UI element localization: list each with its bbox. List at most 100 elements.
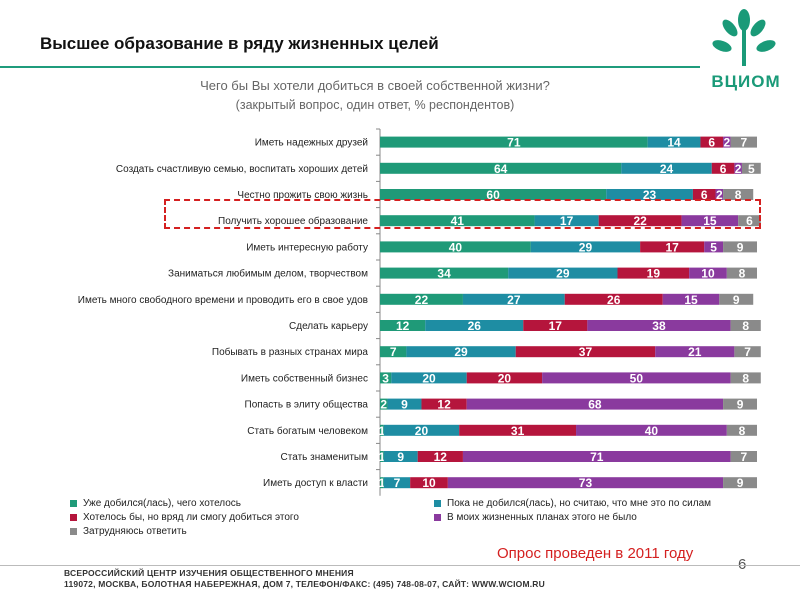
bar-segment [692, 189, 716, 200]
data-label: 17 [560, 214, 574, 228]
category-label: Иметь много свободного времени и проводи… [78, 294, 368, 306]
category-label: Иметь надежных друзей [255, 138, 368, 149]
data-label: 38 [652, 319, 666, 333]
category-label: Стать знаменитым [281, 452, 369, 463]
data-label: 8 [739, 267, 746, 281]
bar-segment [380, 136, 648, 148]
bar-segment [406, 346, 516, 358]
bar-segment [647, 136, 701, 148]
bar-segment [383, 451, 418, 462]
data-label: 40 [449, 240, 463, 254]
bar-segment [459, 424, 577, 436]
bar-segment [380, 241, 531, 253]
bar-segment [534, 215, 599, 227]
category-label: Честно прожить свою жизнь [237, 190, 368, 201]
bar-segment [380, 372, 392, 384]
data-label: 2 [723, 136, 730, 150]
legend-swatch [70, 513, 77, 521]
slide-number: 6 [738, 556, 746, 573]
bar-segment [734, 162, 742, 174]
bar-segment [515, 346, 656, 358]
bar-segment [655, 346, 735, 358]
bar-segment [723, 189, 754, 200]
data-label: 12 [437, 398, 451, 412]
bar-segment [410, 477, 448, 489]
bar-segment [719, 293, 754, 305]
data-label: 27 [507, 293, 521, 307]
data-label: 22 [415, 293, 429, 307]
data-label: 20 [415, 424, 429, 438]
bar-segment [730, 372, 761, 384]
legend-swatch [434, 513, 441, 521]
bar-segment [523, 320, 588, 331]
bar-segment [447, 477, 724, 489]
category-label: Попасть в элиту общества [245, 399, 369, 411]
bar-segment [417, 451, 463, 462]
data-label: 7 [394, 476, 401, 490]
bar-segment [380, 477, 384, 489]
data-label: 1 [379, 450, 386, 464]
bar-segment [689, 267, 727, 279]
legend-item: Хотелось бы, но вряд ли смогу добиться э… [70, 512, 299, 523]
data-label: 3 [382, 371, 389, 385]
legend-item: Уже добился(лась), чего хотелось [70, 498, 241, 509]
bar-segment [380, 162, 622, 174]
data-label: 2 [735, 162, 742, 176]
bar-segment [466, 372, 543, 384]
data-label: 34 [437, 267, 451, 281]
data-label: 8 [742, 371, 749, 385]
legend-item: Затрудняюсь ответить [70, 526, 187, 537]
chart-legend: Уже добился(лась), чего хотелось Пока не … [70, 498, 770, 546]
data-label: 9 [733, 293, 740, 307]
bar-segment [380, 398, 388, 410]
title-divider [0, 66, 700, 68]
bar-segment [380, 267, 509, 279]
data-label: 29 [579, 240, 593, 254]
bar-segment [508, 267, 618, 279]
data-label: 68 [588, 398, 602, 412]
bar-segment [621, 162, 712, 174]
slide-title: Высшее образование в ряду жизненных целе… [40, 34, 439, 53]
data-label: 60 [486, 188, 500, 202]
bar-segment [738, 215, 761, 227]
bar-segment [730, 451, 757, 462]
data-label: 15 [684, 293, 698, 307]
bar-segment [598, 215, 682, 227]
data-label: 29 [556, 267, 570, 281]
bar-segment [391, 372, 467, 384]
data-label: 73 [579, 476, 593, 490]
data-label: 23 [643, 188, 657, 202]
category-label: Иметь интересную работу [246, 241, 368, 253]
bar-segment [380, 451, 384, 462]
data-label: 29 [454, 345, 468, 359]
bar-segment [711, 162, 735, 174]
data-label: 19 [647, 267, 661, 281]
data-label: 2 [716, 188, 723, 202]
bar-segment [530, 241, 641, 253]
data-label: 6 [701, 188, 708, 202]
bar-segment [380, 346, 407, 358]
data-label: 64 [494, 162, 508, 176]
footer-divider [0, 565, 800, 566]
bar-segment [730, 136, 757, 148]
data-label: 12 [396, 319, 410, 333]
bar-segment [380, 424, 384, 436]
bar-segment [723, 136, 731, 148]
bar-segment [617, 267, 690, 279]
vciom-logo [712, 9, 776, 66]
category-label: Иметь доступ к власти [263, 478, 368, 489]
legend-label: Пока не добился(лась), но считаю, что мн… [447, 498, 712, 509]
data-label: 7 [390, 345, 397, 359]
bar-segment [380, 215, 535, 227]
data-label: 9 [401, 398, 408, 412]
footer-contacts: 119072, МОСКВА, БОЛОТНАЯ НАБЕРЕЖНАЯ, ДОМ… [64, 579, 545, 589]
data-label: 20 [422, 371, 436, 385]
data-label: 22 [633, 214, 647, 228]
data-label: 5 [710, 240, 717, 254]
data-label: 6 [720, 162, 727, 176]
data-label: 71 [590, 450, 604, 464]
bar-segment [730, 320, 761, 331]
legend-swatch [434, 499, 441, 507]
bar-segment [715, 189, 724, 200]
